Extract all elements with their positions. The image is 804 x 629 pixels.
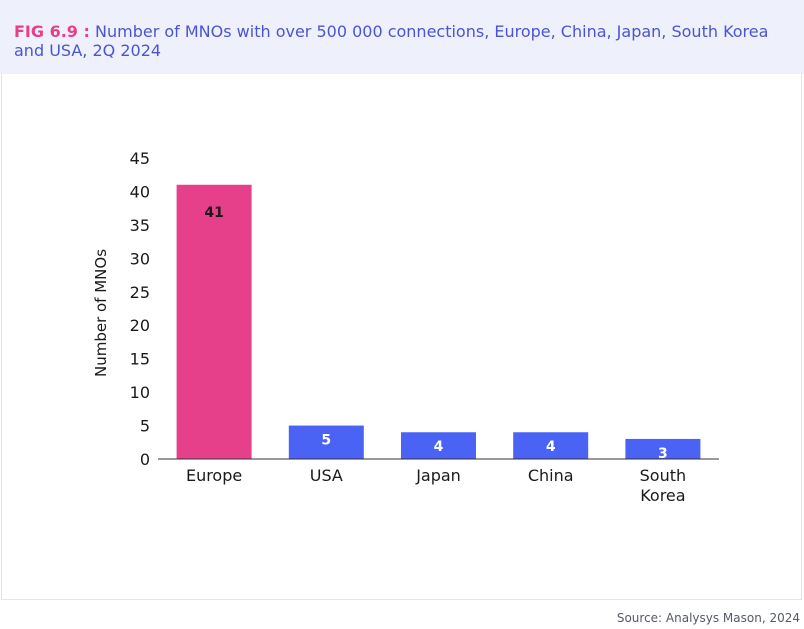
bar-data-label: 3 [658,446,668,462]
x-tick-label: Europe [186,466,242,485]
bar-data-label: 41 [204,205,223,221]
figure-title: FIG 6.9 : Number of MNOs with over 500 0… [14,22,774,60]
bar [401,432,476,459]
y-tick-label: 30 [130,249,150,268]
y-tick-label: 10 [130,383,150,402]
x-tick-label: South [640,466,687,485]
y-tick-label: 20 [130,316,150,335]
y-axis-label: Number of MNOs [92,249,110,377]
y-tick-label: 15 [130,350,150,369]
figure-title-text: Number of MNOs with over 500 000 connect… [14,22,769,60]
bar-data-label: 4 [546,439,556,455]
x-tick-label: USA [310,466,343,485]
bar [625,438,701,459]
y-tick-label: 5 [140,417,150,436]
figure-label: FIG 6.9 : [14,22,90,41]
source-note: Source: Analysys Mason, 2024 [616,611,800,625]
chart-panel [1,74,802,600]
y-tick-label: 45 [130,149,150,168]
y-tick-label: 35 [130,216,150,235]
bar [288,425,364,459]
y-tick-label: 25 [130,283,150,302]
bar-data-label: 5 [321,433,331,449]
bar [513,432,589,459]
x-tick-label: Japan [415,466,461,485]
x-tick-label: China [528,466,574,485]
figure-header: FIG 6.9 : Number of MNOs with over 500 0… [0,0,804,74]
y-tick-label: 0 [140,450,150,469]
bar [176,184,252,459]
x-tick-label: Korea [640,486,685,505]
bar-data-label: 4 [434,439,444,455]
y-tick-label: 40 [130,182,150,201]
